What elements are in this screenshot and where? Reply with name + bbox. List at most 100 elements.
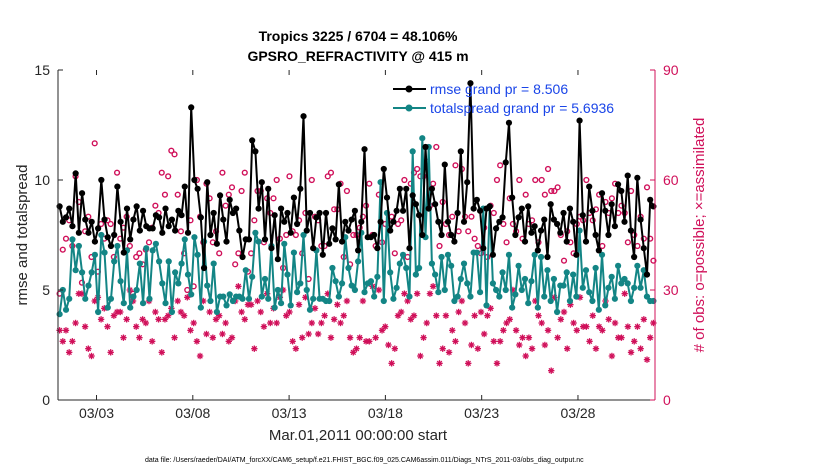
asterisk-stroke xyxy=(558,316,564,323)
obs-assimilated-marker xyxy=(627,349,635,356)
spread-point xyxy=(75,242,82,250)
rmse-point xyxy=(252,148,259,155)
rmse-point xyxy=(136,227,143,234)
asterisk-stroke xyxy=(293,345,299,352)
asterisk-stroke xyxy=(513,327,519,334)
spread-point xyxy=(188,291,195,298)
spread-point xyxy=(242,267,249,274)
rmse-point xyxy=(159,229,166,236)
rmse-point xyxy=(547,201,554,208)
rmse-point xyxy=(537,227,545,234)
spread-point xyxy=(338,280,346,287)
chart-subtitle: GPSRO_REFRACTIVITY @ 415 m xyxy=(247,48,468,64)
spread-point xyxy=(107,295,115,302)
asterisk-stroke xyxy=(484,312,491,319)
rmse-point xyxy=(351,207,358,214)
asterisk-stroke xyxy=(85,345,92,352)
rmse-point xyxy=(85,229,92,236)
asterisk-stroke xyxy=(334,301,341,308)
rmse-point xyxy=(595,247,602,254)
rmse-point xyxy=(412,201,419,208)
obs-possible-marker xyxy=(62,235,70,242)
obs-assimilated-marker xyxy=(206,308,213,316)
spread-point xyxy=(435,289,442,296)
obs-assimilated-marker xyxy=(426,290,434,297)
asterisk-stroke xyxy=(401,290,408,297)
asterisk-stroke xyxy=(366,338,373,345)
spread-point xyxy=(210,260,217,267)
spread-point xyxy=(72,267,79,274)
rmse-point xyxy=(515,214,522,221)
rmse-point xyxy=(480,245,487,252)
spread-point xyxy=(493,286,500,294)
obs-assimilated-marker xyxy=(187,327,194,334)
obs-possible-marker xyxy=(548,187,555,195)
rmse-point xyxy=(284,209,291,217)
rmse-point xyxy=(563,238,570,245)
rmse-point xyxy=(261,236,269,243)
spread-point xyxy=(139,300,147,307)
obs-assimilated-marker xyxy=(573,327,580,334)
obs-possible-marker xyxy=(493,176,501,184)
obs-assimilated-marker xyxy=(289,338,296,345)
spread-point xyxy=(441,286,448,294)
obs-possible-marker xyxy=(216,250,223,257)
asterisk-stroke xyxy=(481,331,487,337)
spread-point xyxy=(592,264,599,272)
obs-possible-marker xyxy=(414,165,421,173)
obs-assimilated-marker xyxy=(366,338,373,345)
asterisk-stroke xyxy=(452,338,459,345)
rmse-point xyxy=(98,176,105,184)
obs-assimilated-marker xyxy=(455,308,462,316)
rmse-point xyxy=(573,251,580,258)
y2-tick-label: 30 xyxy=(663,282,679,298)
asterisk-stroke xyxy=(446,349,452,356)
spread-point xyxy=(586,289,593,296)
asterisk-stroke xyxy=(538,320,545,326)
asterisk-stroke xyxy=(309,320,315,326)
asterisk-stroke xyxy=(519,334,526,341)
obs-possible-marker xyxy=(222,202,229,209)
y2-tick-label: 90 xyxy=(663,62,679,78)
spread-point xyxy=(152,240,159,247)
rmse-point xyxy=(544,253,551,261)
spread-point xyxy=(499,269,506,276)
obs-assimilated-marker xyxy=(203,330,210,338)
rmse-point xyxy=(393,207,400,214)
rmse-point xyxy=(422,143,429,151)
obs-assimilated-marker xyxy=(235,283,242,290)
spread-point xyxy=(451,297,458,305)
asterisk-stroke xyxy=(174,298,181,304)
rmse-point xyxy=(101,216,108,223)
obs-assimilated-marker xyxy=(254,297,261,305)
obs-assimilated-marker xyxy=(554,334,561,341)
obs-possible-marker xyxy=(551,187,558,195)
asterisk-stroke xyxy=(305,331,312,337)
rmse-point xyxy=(223,238,230,245)
x-tick-label: 03/08 xyxy=(175,405,210,421)
obs-assimilated-marker xyxy=(525,334,533,341)
obs-assimilated-marker xyxy=(97,316,105,323)
obs-assimilated-marker xyxy=(314,330,322,338)
rmse-point xyxy=(457,148,464,155)
spread-point xyxy=(104,304,111,311)
obs-possible-marker xyxy=(219,169,226,176)
obs-possible-marker xyxy=(560,257,568,264)
rmse-point xyxy=(496,218,503,225)
asterisk-stroke xyxy=(506,316,513,323)
rmse-point xyxy=(566,205,574,212)
asterisk-stroke xyxy=(372,334,379,341)
asterisk-stroke xyxy=(197,353,203,359)
spread-point xyxy=(345,264,352,272)
rmse-point xyxy=(91,238,99,245)
obs-assimilated-marker xyxy=(299,334,306,341)
rmse-point xyxy=(342,218,349,225)
obs-possible-marker xyxy=(541,191,548,198)
obs-assimilated-marker xyxy=(640,316,648,323)
spread-point xyxy=(576,227,583,234)
asterisk-stroke xyxy=(625,323,631,330)
spread-point xyxy=(258,293,265,300)
rmse-point xyxy=(133,203,140,210)
spread-point xyxy=(598,251,606,258)
obs-assimilated-marker xyxy=(353,345,360,352)
